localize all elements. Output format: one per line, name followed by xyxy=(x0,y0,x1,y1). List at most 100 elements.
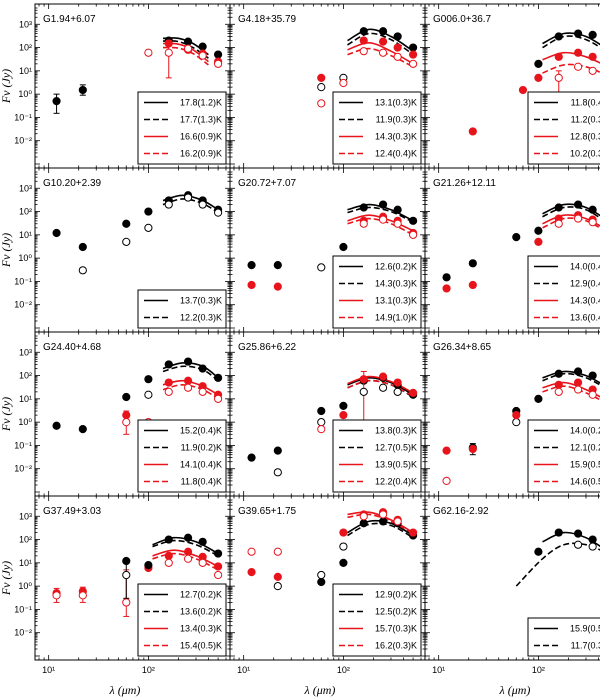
y-tick-label: 10⁻² xyxy=(14,464,32,474)
legend-box xyxy=(332,91,422,165)
legend-label-1: 14.0(0.2)K xyxy=(570,426,600,436)
legend-label-2: 11.9(0.3)K xyxy=(376,115,417,125)
data-point xyxy=(442,273,451,282)
data-point xyxy=(378,215,388,224)
data-point xyxy=(214,394,223,403)
model-curve-2 xyxy=(347,206,414,223)
data-point xyxy=(52,228,61,238)
y-tick-label: 10⁻² xyxy=(14,136,32,146)
legend-label-4: 11.8(0.4)K xyxy=(181,477,222,487)
panel-content xyxy=(442,367,600,485)
data-point xyxy=(164,378,173,387)
y-tick-label: 10² xyxy=(19,43,32,53)
data-point xyxy=(247,453,256,462)
data-point xyxy=(122,570,131,580)
data-point xyxy=(393,52,402,61)
x-tick-label: 10² xyxy=(337,665,350,675)
data-point xyxy=(214,59,223,68)
data-point xyxy=(588,218,597,227)
panel-10: 10³ 10² 10¹ 10⁰ 10⁻¹ 10⁻² 10¹ 10² G37.49+3.03 12.… xyxy=(14,495,231,675)
data-point xyxy=(573,48,583,57)
data-point xyxy=(554,32,563,41)
x-axis-title-col-2: λ (μm) xyxy=(304,683,336,697)
data-point xyxy=(164,551,173,560)
data-point xyxy=(359,519,368,528)
data-point xyxy=(183,547,193,556)
legend-label-1: 13.1(0.3)K xyxy=(375,98,417,108)
legend-label-1: 15.2(0.4)K xyxy=(180,426,222,436)
data-point xyxy=(554,73,563,82)
y-tick-label: 10⁻¹ xyxy=(14,276,32,286)
data-point xyxy=(534,394,543,403)
data-point xyxy=(122,598,131,607)
y-tick-label: 10⁻² xyxy=(14,300,32,310)
model-curve-2 xyxy=(347,32,414,56)
data-point xyxy=(393,32,402,41)
data-point xyxy=(339,78,348,88)
data-point xyxy=(317,406,326,416)
data-point xyxy=(273,446,282,455)
legend-label-4: 10.2(0.3)K xyxy=(570,149,600,159)
data-point xyxy=(198,387,207,396)
data-point xyxy=(393,378,402,387)
data-point xyxy=(122,219,131,228)
y-axis-title-row-1: Fν (Jy) xyxy=(0,69,13,104)
data-point xyxy=(378,37,388,46)
y-tick-label: 10³ xyxy=(19,183,32,193)
panel-title: G62.16-2.92 xyxy=(433,506,489,517)
panel-1: 10³ 10² 10¹ 10⁰ 10⁻¹ 10⁻² G1.94+6.07 17.8(1.2)K… xyxy=(14,3,231,169)
data-point xyxy=(164,535,173,544)
data-point xyxy=(214,50,223,59)
data-point xyxy=(409,50,418,59)
data-point xyxy=(573,214,583,223)
legend-label-3: 13.4(0.3)K xyxy=(180,624,222,634)
data-point xyxy=(409,43,418,52)
model-curve-2 xyxy=(347,522,414,539)
y-axis-title-row-3: Fν (Jy) xyxy=(0,397,13,432)
y-tick-label: 10³ xyxy=(19,511,32,521)
x-tick-label: 10² xyxy=(142,665,155,675)
data-point xyxy=(573,62,583,71)
panel-title: G4.18+35.79 xyxy=(238,14,297,25)
data-point xyxy=(183,383,193,392)
data-point xyxy=(273,582,282,591)
data-point xyxy=(554,387,563,396)
legend-label-3: 13.9(0.5)K xyxy=(375,460,417,470)
data-point xyxy=(317,83,326,92)
data-point xyxy=(573,378,583,387)
panel-content xyxy=(515,528,600,587)
legend-label-2: 11.2(0.3)K xyxy=(571,115,600,125)
legend-label-1: 17.8(1.2)K xyxy=(180,98,222,108)
data-point xyxy=(317,263,326,272)
data-point xyxy=(183,533,193,542)
y-tick-label: 10⁻¹ xyxy=(14,604,32,614)
data-point xyxy=(378,200,388,209)
data-point xyxy=(512,418,521,427)
legend: 14.0(0.2)K 12.1(0.2)K 15.9(0.5)K 14.6(0.5)K xyxy=(527,419,600,493)
legend-label-4: 16.2(0.9)K xyxy=(180,149,222,159)
model-curve-4 xyxy=(347,379,414,397)
legend: 14.0(0.4)K 12.9(0.4)K 14.3(0.4)K 13.6(0.4)K xyxy=(527,255,600,329)
model-curve-4 xyxy=(347,217,414,236)
panel-content xyxy=(247,370,418,493)
legend: 12.6(0.2)K 14.3(0.3)K 13.1(0.3)K 14.9(1.0)K xyxy=(332,255,422,329)
data-point xyxy=(409,230,418,239)
y-tick-label: 10² xyxy=(19,207,32,217)
legend-label-1: 14.0(0.4)K xyxy=(570,262,600,272)
data-point xyxy=(442,446,451,455)
data-point xyxy=(573,367,583,376)
data-point xyxy=(122,237,131,246)
data-point xyxy=(554,219,563,228)
y-tick-label: 10² xyxy=(19,371,32,381)
model-curve-2 xyxy=(542,206,600,219)
legend-label-3: 14.1(0.4)K xyxy=(180,460,222,470)
data-point xyxy=(468,259,477,268)
legend-box xyxy=(527,419,600,493)
data-point xyxy=(409,59,418,68)
data-point xyxy=(198,51,207,60)
legend-label-1: 12.7(0.2)K xyxy=(180,590,222,600)
data-point xyxy=(554,52,563,61)
data-point xyxy=(247,280,256,290)
y-tick-label: 10³ xyxy=(19,347,32,357)
data-point xyxy=(573,529,583,538)
